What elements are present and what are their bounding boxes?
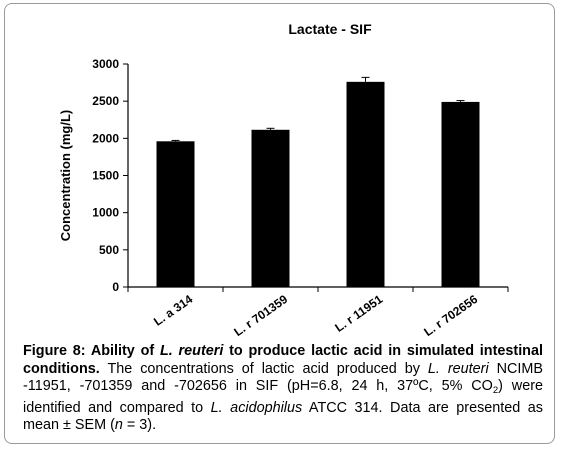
caption-bold-rest: to produce lactic acid in simulated inte… [23, 343, 543, 377]
y-tick-label: 2500 [92, 94, 119, 108]
caption-text-4: ATCC 314. Data are presented as mean ± S… [23, 399, 543, 434]
x-tick-label: L. r 702656 [421, 292, 480, 339]
y-tick-label: 500 [99, 243, 119, 257]
bars [156, 76, 480, 287]
caption-text-1: The concentrations of lactic acid produc… [99, 360, 428, 377]
y-tick-label: 2000 [92, 131, 119, 145]
caption-species-bold: L. reuteri [159, 343, 224, 359]
caption-species-1: L. reuteri [427, 360, 489, 377]
x-tick-label: L. r 701359 [231, 292, 290, 339]
caption-n-variable: n [114, 417, 123, 434]
y-tick-label: 1500 [92, 169, 119, 183]
x-tick-label: L. a 314 [151, 292, 195, 329]
caption-text-5: = 3). [122, 417, 157, 434]
y-axis-label: Concentration (mg/L) [58, 110, 73, 241]
bar [441, 101, 480, 287]
caption-subscript: 2 [492, 385, 499, 397]
y-tick-label: 1000 [92, 206, 119, 220]
caption-text-3: ) were identified and compared to [23, 378, 543, 416]
bar-chart: Lactate - SIF Concentration (mg/L) 0 500 1… [58, 21, 509, 339]
x-tick-label: L. r 11951 [332, 292, 385, 335]
figure-caption: Figure 8: Ability of L. reuteri to produ… [23, 343, 543, 435]
caption-figure-label: Figure 8: Ability of [23, 343, 160, 359]
y-ticks: 0 500 1000 1500 2000 2500 3000 [92, 57, 128, 294]
y-tick-label: 3000 [92, 57, 119, 71]
caption-text-2: NCIMB -11951, -701359 and -702656 in SIF… [23, 360, 543, 395]
bar [346, 81, 385, 287]
bar [251, 129, 290, 287]
chart-title: Lactate - SIF [288, 21, 372, 37]
bar [156, 141, 195, 287]
y-tick-label: 0 [112, 280, 119, 294]
x-ticks: L. a 314 L. r 701359 L. r 11951 L. r 702656 [127, 287, 509, 339]
caption-species-2: L. acidophilus [210, 399, 303, 416]
figure-frame [4, 3, 555, 444]
